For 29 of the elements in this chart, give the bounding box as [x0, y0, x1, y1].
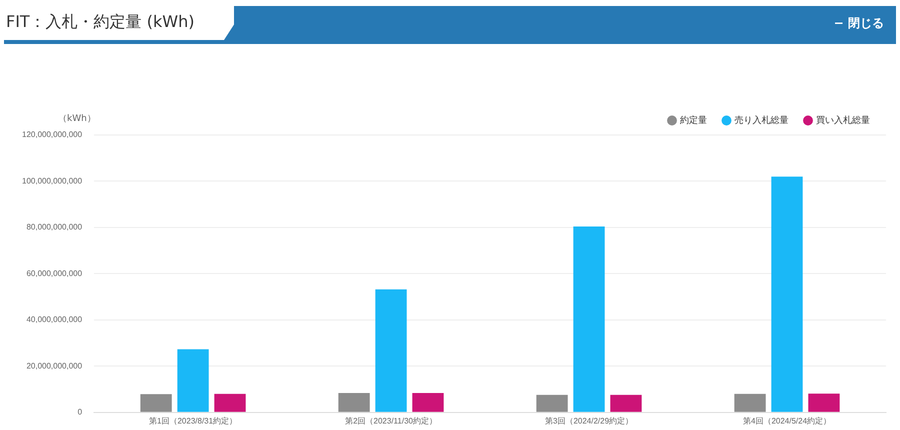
bar — [734, 394, 766, 412]
bar — [140, 394, 172, 412]
chart-title: FIT：入札・約定量 (kWh) — [6, 12, 194, 33]
x-tick-label: 第1回（2023/8/31約定） — [149, 416, 238, 426]
legend-label: 売り入札総量 — [734, 114, 788, 125]
bar — [177, 349, 209, 412]
x-tick-label: 第4回（2024/5/24約定） — [742, 416, 832, 426]
bar — [214, 394, 246, 412]
legend-label: 買い入札総量 — [816, 114, 870, 125]
y-tick-label: 80,000,000,000 — [26, 222, 83, 232]
bar — [536, 394, 568, 412]
bar — [338, 392, 370, 412]
bar — [412, 392, 444, 412]
y-tick-label: 120,000,000,000 — [22, 130, 83, 140]
x-tick-label: 第2回（2023/11/30約定） — [345, 416, 437, 426]
y-tick-label: 60,000,000,000 — [26, 268, 83, 278]
y-tick-label: 40,000,000,000 — [26, 315, 83, 324]
bar — [573, 226, 605, 412]
bar — [375, 289, 407, 412]
x-tick-label: 第3回（2024/2/29約定） — [545, 416, 634, 426]
bar — [771, 176, 803, 412]
y-tick-label: 20,000,000,000 — [26, 361, 83, 370]
bar — [610, 394, 642, 412]
close-button[interactable]: − 閉じる — [834, 15, 884, 32]
y-axis-title: （kWh） — [58, 113, 96, 125]
legend-label: 約定量 — [680, 114, 707, 125]
bar — [808, 394, 840, 412]
y-tick-label: 0 — [78, 408, 83, 417]
y-tick-label: 100,000,000,000 — [22, 176, 83, 186]
